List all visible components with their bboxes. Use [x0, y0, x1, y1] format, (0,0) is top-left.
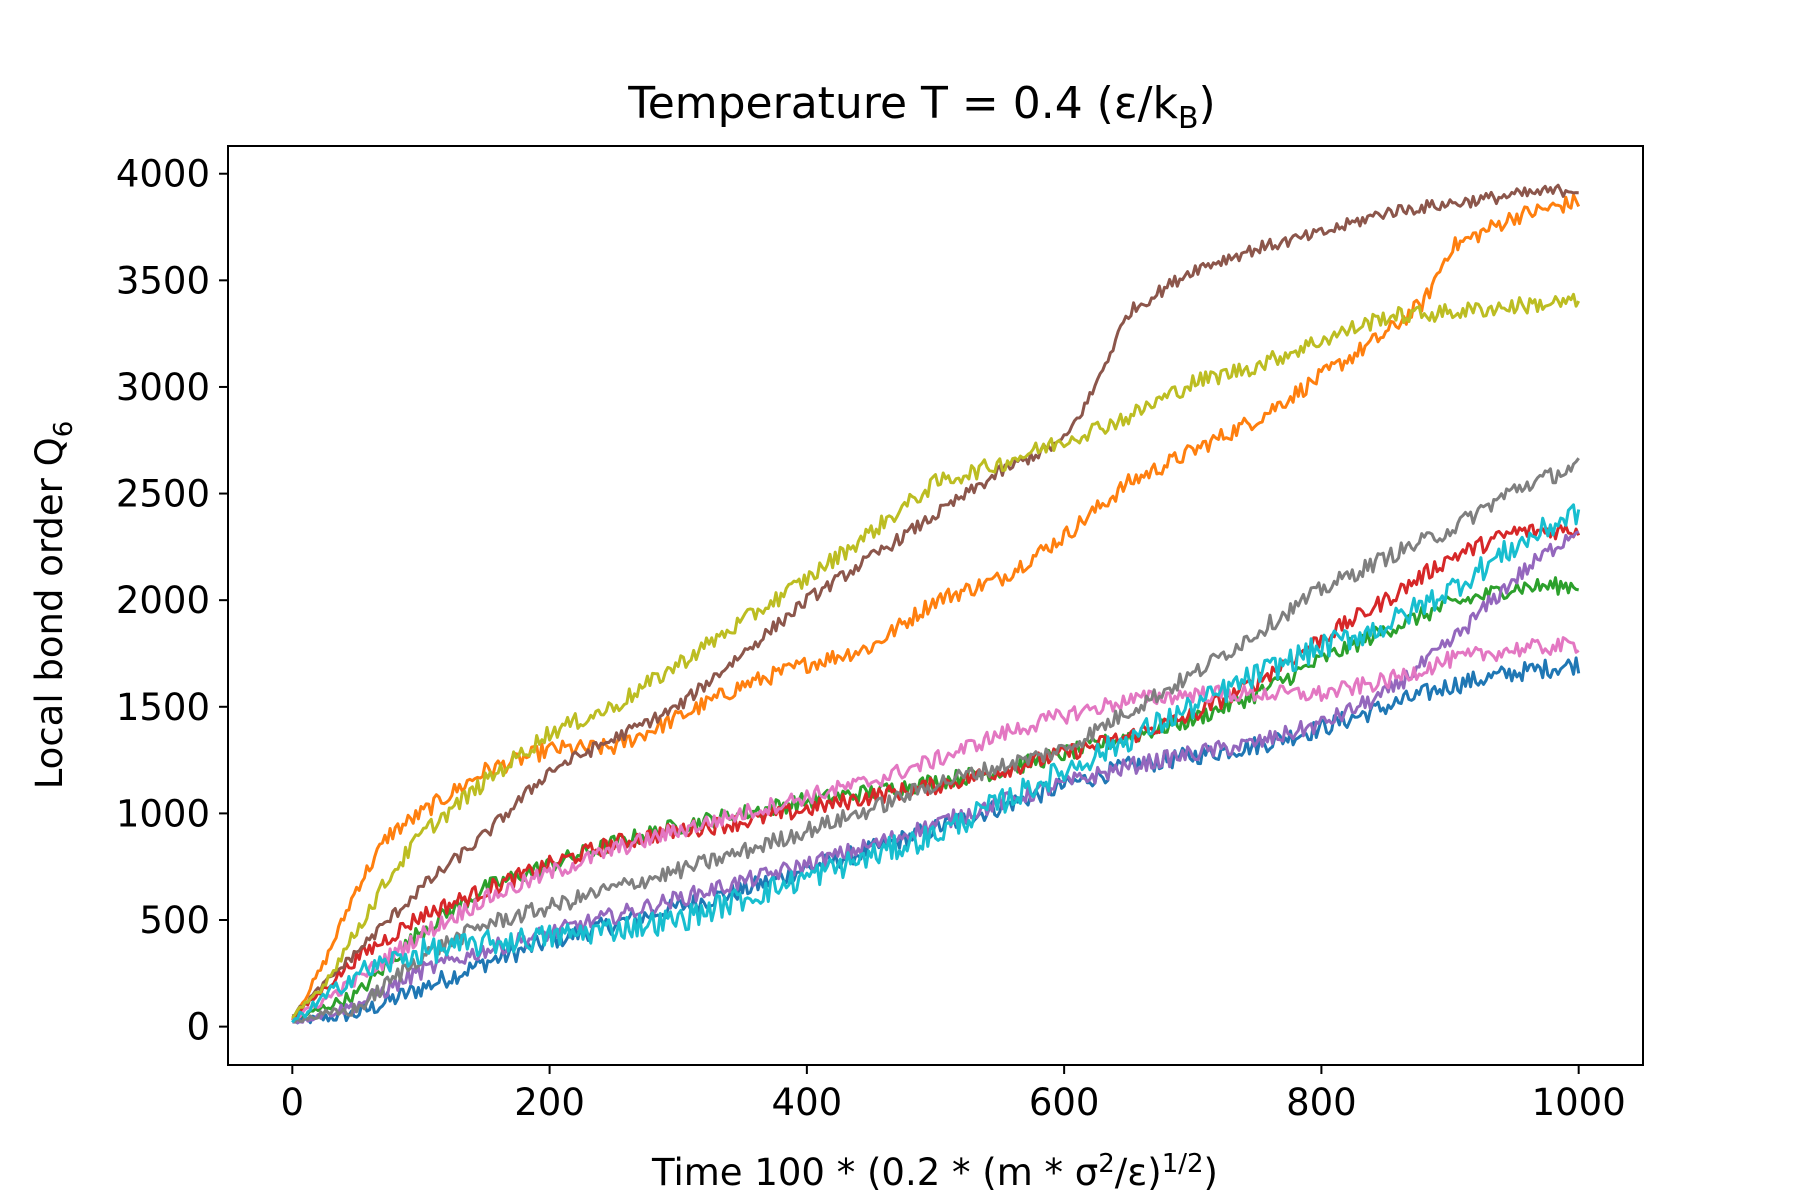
series-line-10: [291, 503, 1581, 1024]
x-tick-label: 600: [1029, 1081, 1100, 1124]
y-tick-label: 3000: [116, 366, 210, 409]
series-layer: [290, 183, 1581, 1025]
chart-title-close: ): [1199, 78, 1216, 129]
y-tick-label: 0: [186, 1006, 210, 1049]
x-axis-label-sup2: 1/2: [1162, 1149, 1204, 1179]
series-line-4: [291, 523, 1581, 1020]
x-axis: 0 200 400 600 800 1000: [281, 1065, 1626, 1124]
y-tick-label: 1000: [116, 792, 210, 835]
y-tick-label: 2000: [116, 579, 210, 622]
x-axis-label: Time 100 * (0.2 * (m * σ2/ε)1/2): [651, 1149, 1218, 1194]
plot-frame: [227, 145, 1644, 1066]
x-axis-label-mid: /ε): [1115, 1151, 1162, 1194]
y-axis-label: Local bond order Q6: [28, 421, 79, 790]
series-line-6: [291, 183, 1579, 1018]
series-line-9: [291, 292, 1581, 1020]
x-axis-label-sup1: 2: [1098, 1149, 1115, 1179]
x-tick-label: 400: [772, 1081, 843, 1124]
chart-title: Temperature T = 0.4 (ε/kB): [627, 78, 1215, 136]
y-axis-label-subscript: 6: [49, 421, 79, 438]
y-tick-label: 500: [139, 899, 210, 942]
x-tick-label: 800: [1286, 1081, 1357, 1124]
chart-title-subscript: B: [1178, 101, 1199, 136]
x-tick-label: 0: [281, 1081, 305, 1124]
y-tick-label: 2500: [116, 473, 210, 516]
x-axis-label-close: ): [1204, 1151, 1218, 1194]
series-line-1: [291, 656, 1581, 1025]
y-axis: 0 500 1000 1500 2000 2500 3000 3500 4000: [116, 153, 228, 1049]
y-tick-label: 1500: [116, 686, 210, 729]
x-tick-label: 1000: [1532, 1081, 1626, 1124]
y-tick-label: 4000: [116, 153, 210, 196]
series-line-7: [291, 636, 1580, 1022]
x-tick-label: 200: [514, 1081, 585, 1124]
series-line-8: [291, 457, 1580, 1024]
y-tick-label: 3500: [116, 259, 210, 302]
